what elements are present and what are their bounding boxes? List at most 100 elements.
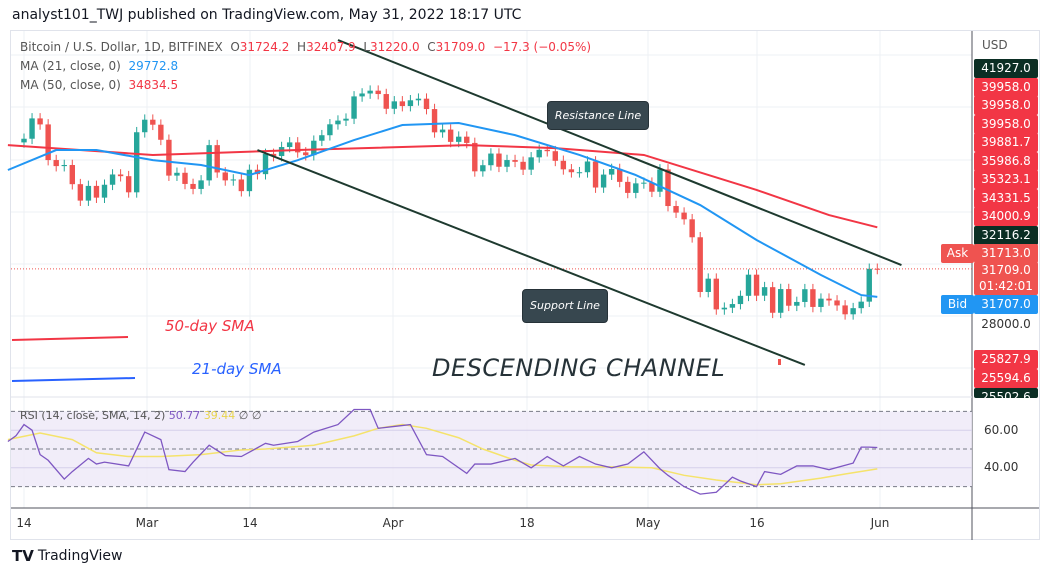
marker	[778, 359, 781, 365]
candle-body	[262, 153, 269, 175]
candle-body	[689, 219, 695, 238]
rsi-sma-value: 39.44	[203, 409, 236, 422]
candle-body	[407, 100, 414, 107]
rsi-line	[7, 408, 878, 495]
candle-body	[705, 278, 711, 292]
candle-body	[238, 179, 245, 192]
candle-body	[794, 301, 800, 306]
price-label: 25827.9	[974, 350, 1038, 369]
candle-body	[206, 145, 212, 181]
candle-body	[625, 181, 631, 193]
price-tick: 28000.0	[981, 317, 1031, 331]
ma21-label: MA (21, close, 0)	[20, 59, 121, 73]
rsi-na-2: ∅	[251, 409, 262, 422]
rsi-band-fill	[11, 411, 972, 487]
candle-body	[77, 184, 84, 201]
candle-body	[858, 301, 864, 309]
high-value: 32407.9	[306, 40, 356, 54]
candle-body	[608, 168, 615, 175]
candle-body	[303, 152, 309, 156]
candle-body	[472, 142, 478, 172]
ask-price: 31713.0	[974, 244, 1038, 263]
candle-body	[665, 169, 671, 207]
time-label: 14	[242, 516, 258, 530]
candle-body	[520, 161, 526, 170]
candle-body	[335, 120, 341, 125]
symbol-legend: Bitcoin / U.S. Dollar, 1D, BITFINEX O317…	[20, 40, 591, 54]
candle-body	[37, 118, 43, 125]
price-label: 25594.6	[974, 369, 1038, 388]
candle-body	[512, 160, 518, 162]
candle-body	[383, 94, 389, 109]
candle-body	[69, 164, 75, 185]
candle-body	[842, 305, 848, 315]
candle-body	[737, 295, 744, 305]
symbol-name[interactable]: Bitcoin / U.S. Dollar, 1D, BITFINEX	[20, 40, 223, 54]
sma50-annotation: 50-day SMA	[165, 317, 255, 335]
candle-body	[592, 161, 599, 188]
support-line-callout: Support Line	[522, 289, 608, 323]
resistance-trendline	[337, 39, 902, 266]
candle-body	[786, 289, 792, 306]
ma50-label: MA (50, close, 0)	[20, 78, 121, 92]
candle-body	[721, 307, 728, 310]
candle-body	[375, 90, 381, 95]
bar-countdown: 01:42:01	[979, 279, 1033, 293]
time-label: 14	[16, 516, 32, 530]
candle-body	[552, 151, 558, 161]
price-label: 32116.2	[974, 225, 1038, 245]
time-label: Apr	[382, 516, 404, 530]
rsi-legend[interactable]: RSI (14, close, SMA, 14, 2) 50.77 39.44 …	[20, 409, 261, 422]
candle-body	[600, 174, 607, 188]
candle-body	[399, 101, 406, 107]
price-label: 35323.1	[974, 170, 1038, 189]
rsi-label: RSI (14, close, SMA, 14, 2)	[20, 409, 166, 422]
last-price: 31709.0	[981, 263, 1031, 277]
bid-price: 31707.0	[974, 295, 1038, 314]
candle-body	[286, 142, 293, 148]
ma50-legend[interactable]: MA (50, close, 0) 34834.5	[20, 78, 178, 92]
candle-body	[21, 138, 27, 143]
candle-body	[528, 157, 534, 170]
candle-body	[657, 169, 663, 192]
price-label: 35986.8	[974, 151, 1038, 171]
candle-body	[85, 185, 92, 201]
candle-body	[464, 136, 470, 143]
candle-body	[496, 153, 502, 167]
price-label: 39958.0	[974, 114, 1038, 134]
time-label: Mar	[135, 516, 159, 530]
candle-body	[778, 289, 784, 313]
candle-body	[198, 180, 204, 189]
rsi-tick-60: 60.00	[984, 423, 1019, 437]
candle-body	[431, 109, 438, 133]
price-label: 34000.9	[974, 207, 1038, 226]
ma21-legend[interactable]: MA (21, close, 0) 29772.8	[20, 59, 178, 73]
price-label: 39881.7	[974, 133, 1038, 152]
candle-body	[343, 118, 349, 121]
candle-body	[214, 145, 220, 173]
candle-body	[53, 160, 59, 167]
candle-body	[174, 172, 180, 176]
candle-body	[29, 118, 35, 139]
price-label: 25502.6	[974, 388, 1038, 398]
time-label: May	[635, 516, 661, 530]
candle-body	[134, 132, 140, 193]
candle-body	[818, 298, 824, 307]
tradingview-logo[interactable]: 𝗧𝗩 TradingView	[12, 547, 122, 565]
candle-body	[166, 139, 172, 176]
candle-body	[874, 268, 880, 270]
candle-body	[439, 129, 446, 133]
candle-body	[190, 183, 196, 189]
time-label: 16	[749, 516, 765, 530]
candle-body	[576, 172, 583, 174]
candle-body	[367, 90, 373, 94]
candle-body	[456, 136, 462, 142]
candle-body	[93, 185, 100, 198]
candle-body	[230, 179, 236, 181]
candle-body	[222, 172, 228, 181]
candle-body	[753, 274, 760, 296]
open-label: O	[230, 40, 240, 54]
candle-body	[319, 135, 325, 141]
open-value: 31724.2	[239, 40, 290, 54]
